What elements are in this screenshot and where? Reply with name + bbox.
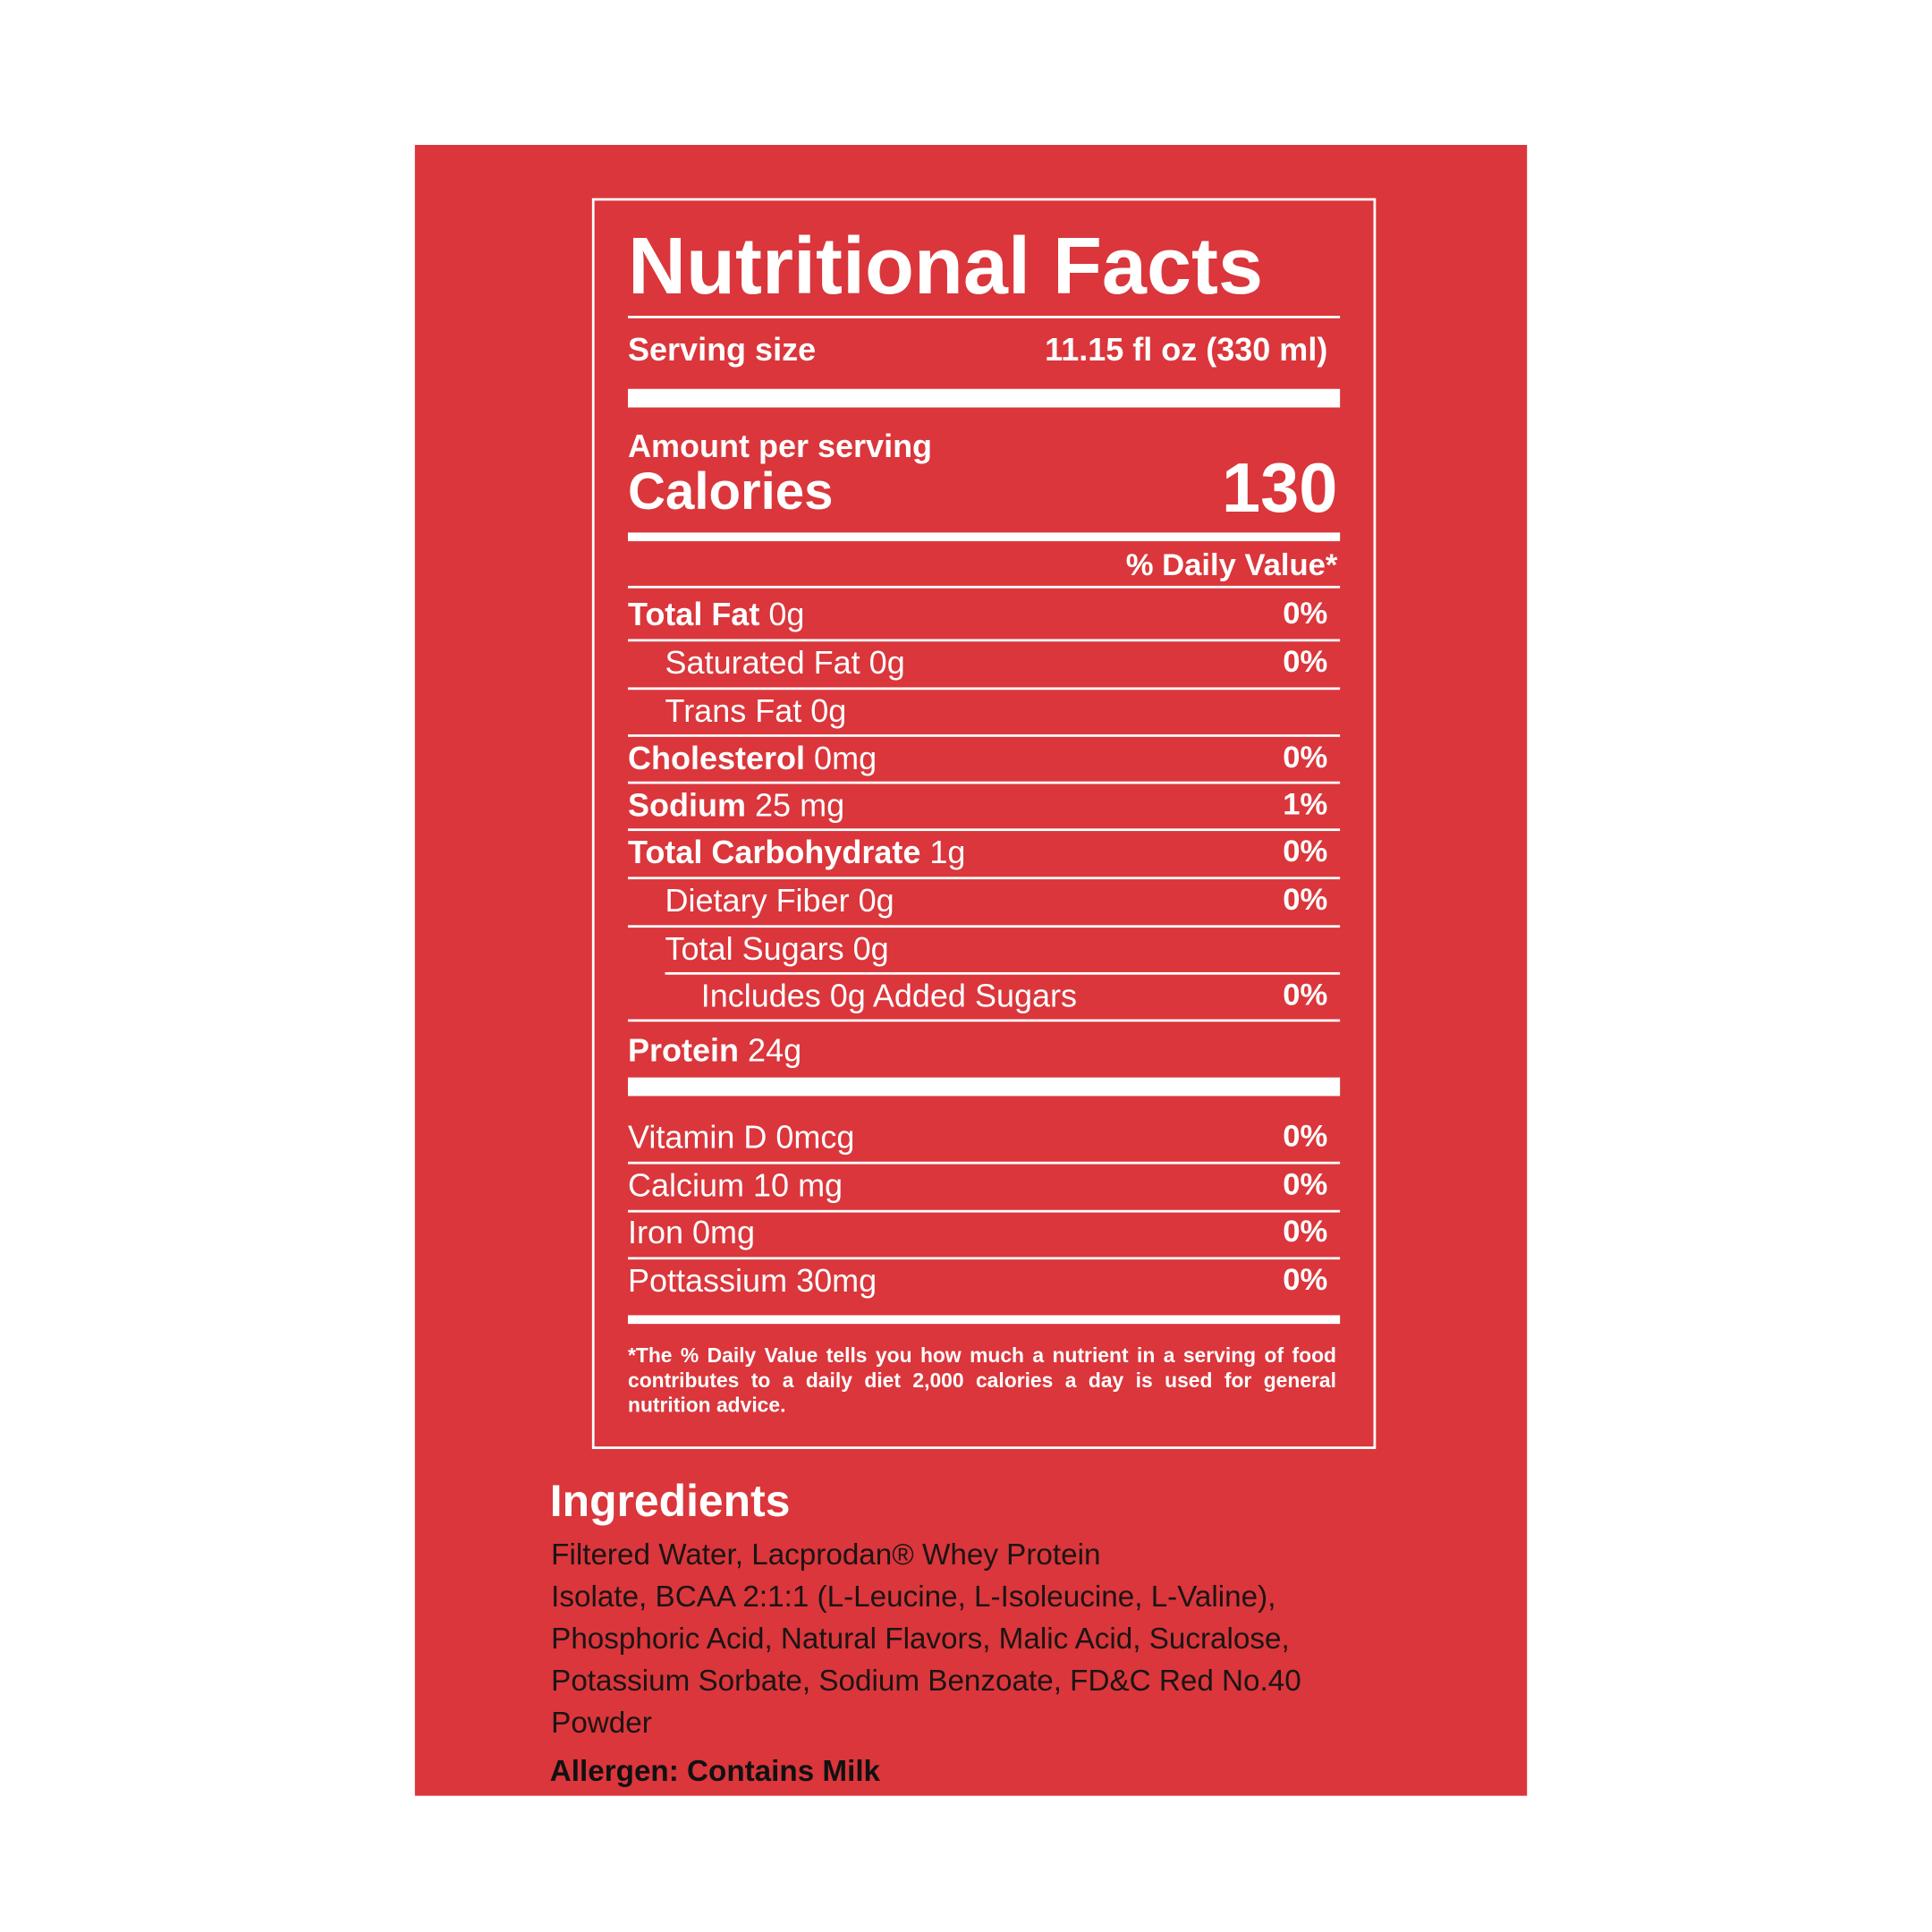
daily-value-header: % Daily Value* xyxy=(1125,547,1338,583)
dv-calcium: 0% xyxy=(1283,1166,1328,1202)
nutrient-trans-fat: Trans Fat 0g xyxy=(665,691,847,730)
nutrient-protein: Protein 24g xyxy=(628,1034,801,1066)
ingredients-heading: Ingredients xyxy=(549,1475,791,1526)
divider xyxy=(627,828,1341,832)
divider xyxy=(627,877,1341,880)
divider xyxy=(665,971,1341,975)
calcium: Calcium 10 mg xyxy=(627,1166,843,1204)
divider xyxy=(627,1161,1341,1165)
nutrient-amount: 0mg xyxy=(814,739,877,777)
label-panel xyxy=(414,144,1528,1796)
vitamin-d: Vitamin D 0mcg xyxy=(627,1118,855,1156)
dv-vitamin-d: 0% xyxy=(1283,1118,1328,1154)
dv-potassium: 0% xyxy=(1283,1262,1328,1298)
dv-dietary-fiber: 0% xyxy=(1283,882,1328,918)
iron: Iron 0mg xyxy=(627,1213,756,1251)
nutrient-dietary-fiber: Dietary Fiber 0g xyxy=(665,881,894,919)
dv-cholesterol: 0% xyxy=(1283,740,1328,775)
nutrient-added-sugars: Includes 0g Added Sugars xyxy=(700,977,1078,1014)
nutrient-amount: 24g xyxy=(748,1031,802,1069)
serving-size-label: Serving size xyxy=(627,330,817,369)
medium-divider xyxy=(627,532,1341,542)
nutrient-saturated-fat: Saturated Fat 0g xyxy=(665,643,905,682)
nutrient-name: Cholesterol xyxy=(627,739,806,777)
amount-per-serving: Amount per serving xyxy=(627,427,933,465)
dv-total-carbohydrate: 0% xyxy=(1283,834,1328,869)
dv-total-fat: 0% xyxy=(1283,596,1328,631)
ingredients-line: Phosphoric Acid, Natural Flavors, Malic … xyxy=(551,1622,1290,1657)
nutrient-amount: 1g xyxy=(929,833,966,871)
ingredients-line: Filtered Water, Lacprodan® Whey Protein xyxy=(551,1538,1101,1572)
dv-sodium: 1% xyxy=(1283,786,1328,822)
daily-value-footnote: *The % Daily Value tells you how much a … xyxy=(627,1344,1336,1417)
serving-size-value: 11.15 fl oz (330 ml) xyxy=(1045,330,1328,369)
nutrient-total-carbohydrate: Total Carbohydrate 1g xyxy=(628,836,965,869)
allergen-statement: Allergen: Contains Milk xyxy=(549,1754,881,1789)
nutrient-sodium: Sodium 25 mg xyxy=(628,789,844,821)
dv-iron: 0% xyxy=(1283,1214,1328,1250)
nutrient-amount: 25 mg xyxy=(755,786,845,824)
dv-added-sugars: 0% xyxy=(1283,978,1328,1013)
divider xyxy=(627,1209,1341,1213)
label-title: Nutritional Facts xyxy=(627,220,1264,311)
calories-value: 130 xyxy=(1222,448,1338,527)
thick-divider xyxy=(627,388,1341,408)
divider xyxy=(627,1019,1341,1022)
nutrient-total-sugars: Total Sugars 0g xyxy=(665,929,889,968)
nutrient-total-fat: Total Fat 0g xyxy=(628,598,804,631)
ingredients-line: Potassium Sorbate, Sodium Benzoate, FD&C… xyxy=(551,1664,1301,1699)
divider xyxy=(627,316,1341,318)
divider xyxy=(627,687,1341,691)
divider xyxy=(627,639,1341,642)
nutrient-name: Total Carbohydrate xyxy=(627,833,921,871)
dv-saturated-fat: 0% xyxy=(1283,644,1328,680)
nutrient-name: Total Fat xyxy=(627,595,760,633)
divider xyxy=(627,585,1341,589)
nutrient-name: Sodium xyxy=(627,786,747,824)
nutrient-amount: 0g xyxy=(768,595,805,633)
medium-divider xyxy=(627,1315,1341,1325)
ingredients-line: Isolate, BCAA 2:1:1 (L-Leucine, L-Isoleu… xyxy=(551,1580,1276,1614)
nutrition-facts-box xyxy=(591,198,1377,1449)
divider xyxy=(627,781,1341,784)
ingredients-line: Powder xyxy=(551,1706,652,1741)
potassium: Pottassium 30mg xyxy=(627,1261,877,1300)
divider xyxy=(627,1257,1341,1260)
nutrient-name: Protein xyxy=(627,1031,740,1069)
nutrient-cholesterol: Cholesterol 0mg xyxy=(628,741,877,774)
thick-divider xyxy=(627,1077,1341,1097)
divider xyxy=(627,925,1341,928)
divider xyxy=(627,734,1341,737)
calories-label: Calories xyxy=(627,462,834,521)
